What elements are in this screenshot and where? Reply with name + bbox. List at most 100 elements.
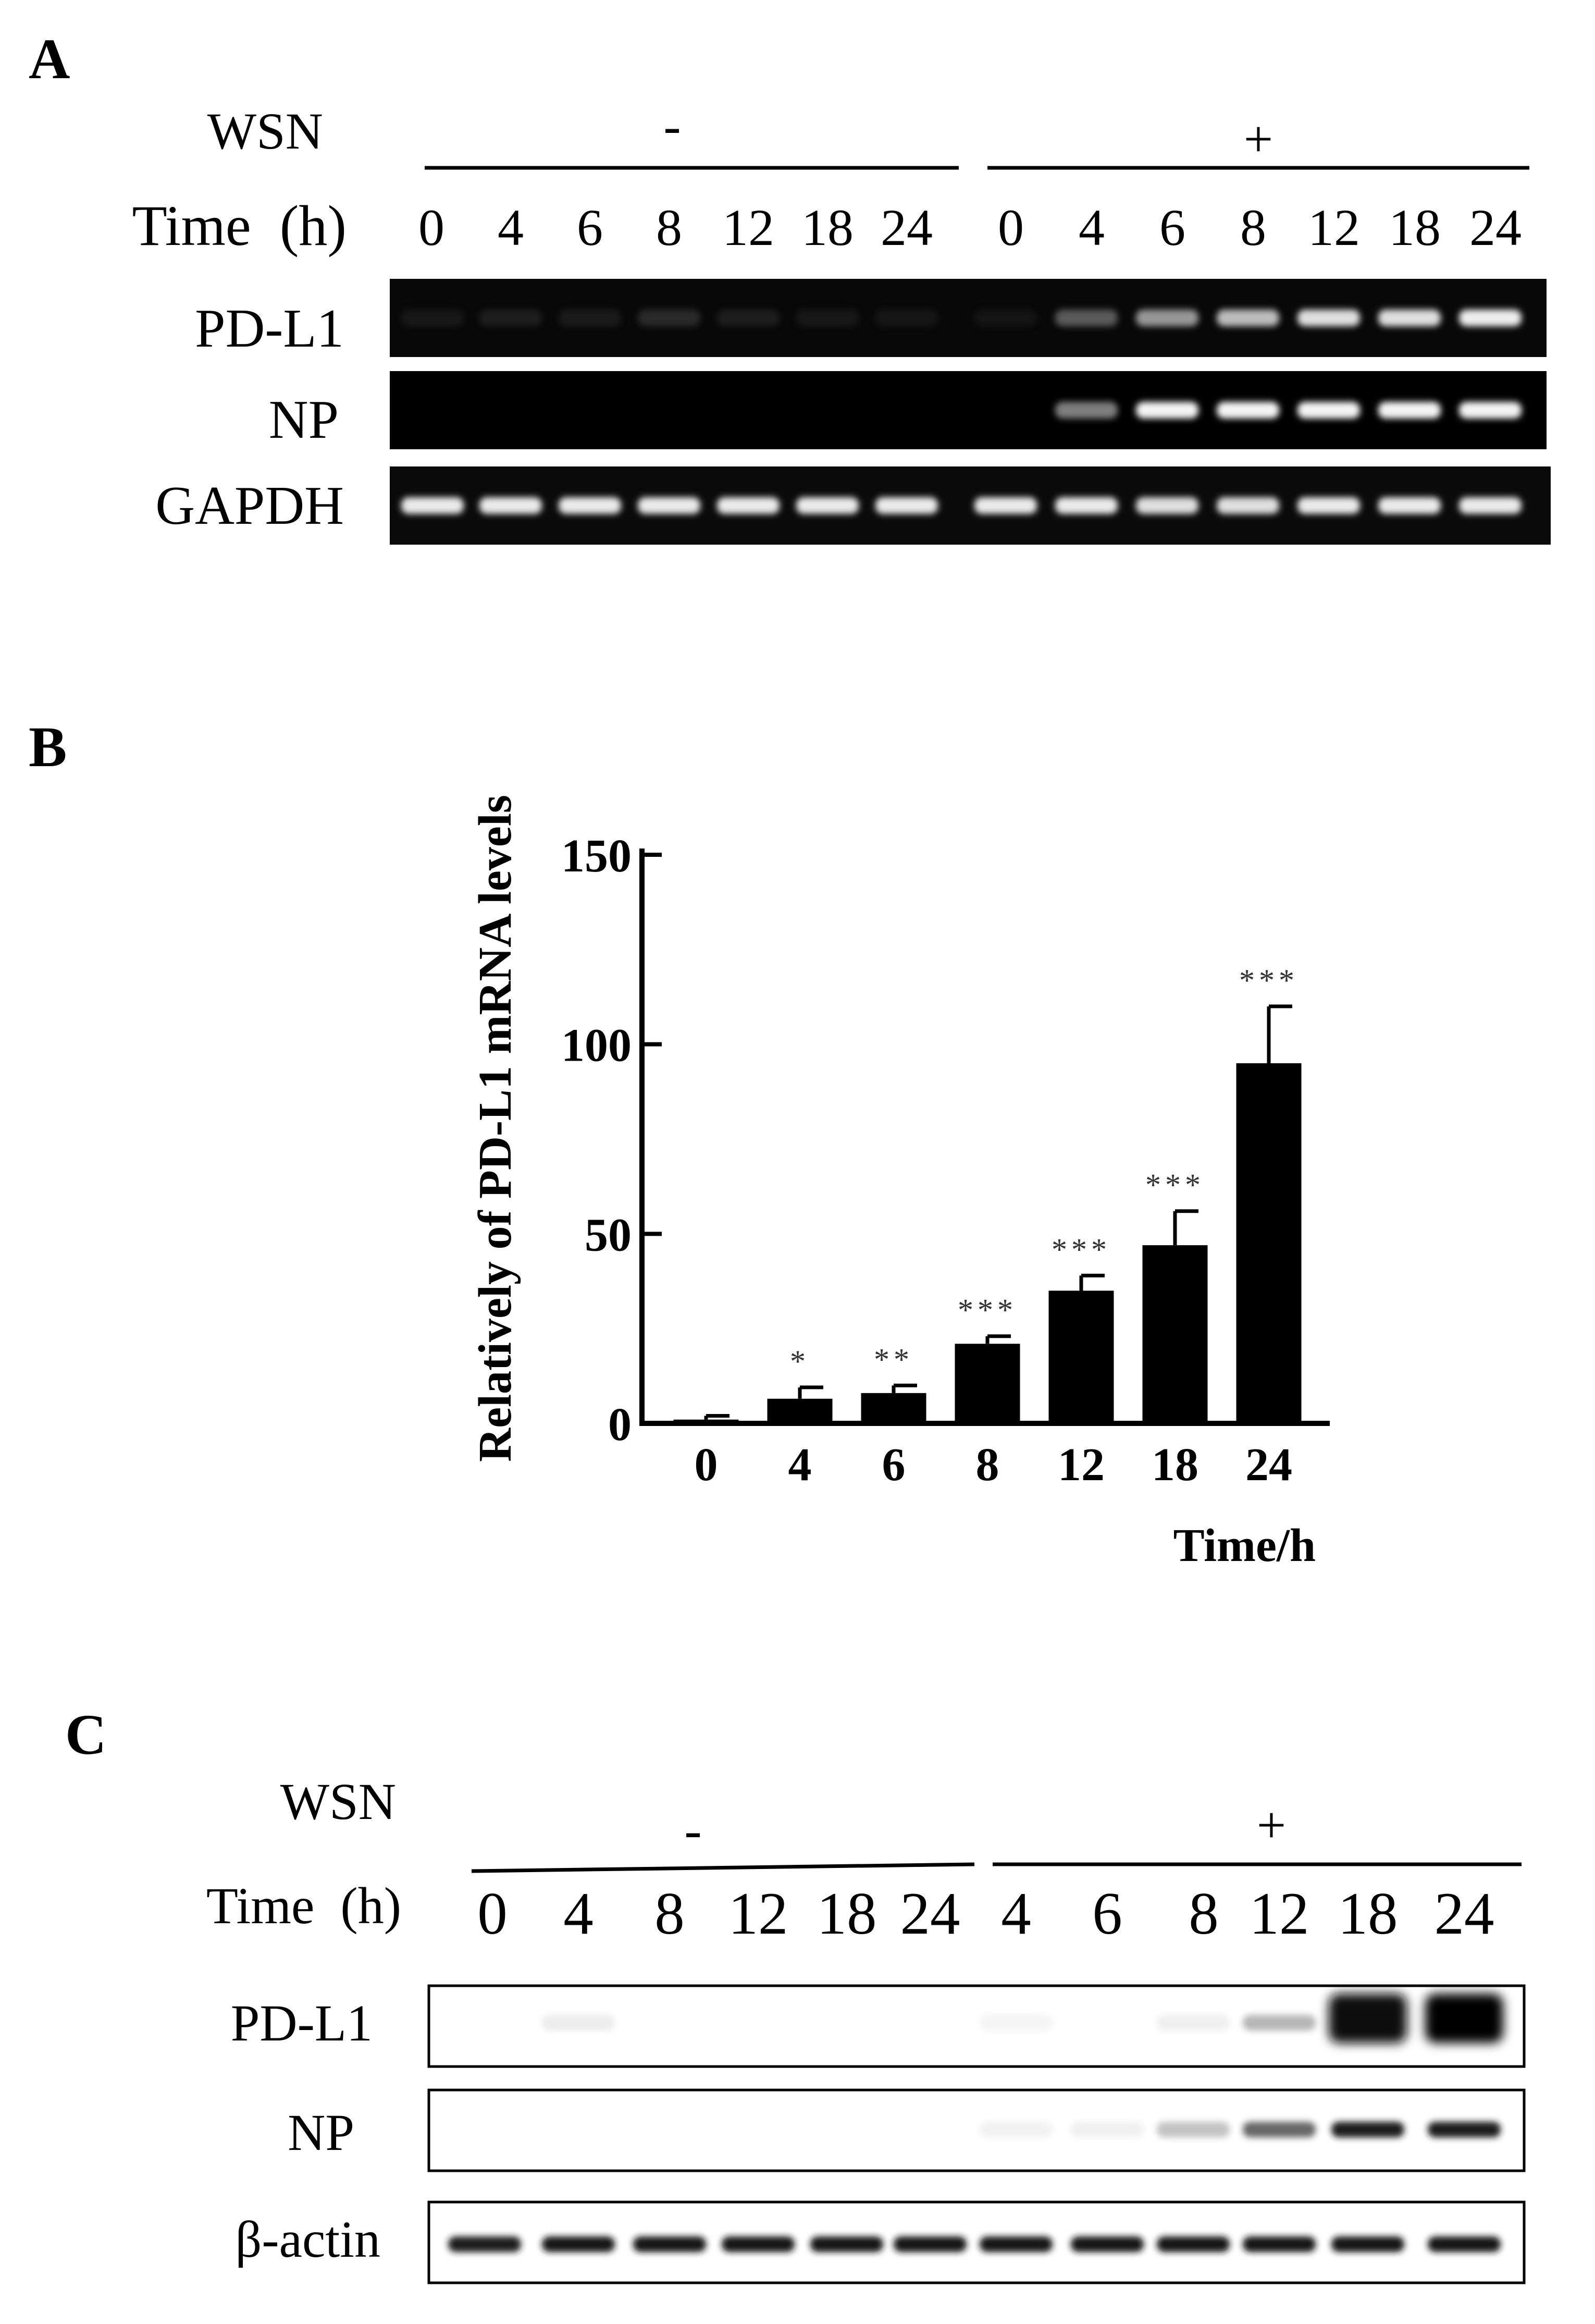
panel-a-time-tick: 6 xyxy=(1159,199,1185,256)
gel-band xyxy=(479,497,542,514)
blot-band xyxy=(1331,2236,1404,2252)
bar xyxy=(1048,1290,1114,1423)
y-tick-label: 100 xyxy=(561,1020,632,1072)
panel-a-time-tick: 18 xyxy=(801,199,854,256)
panel-a-group-plus: + xyxy=(1244,110,1273,168)
blot-band xyxy=(722,2236,795,2252)
panel-a-time-tick: 8 xyxy=(656,199,682,256)
panel-a-time-tick: 24 xyxy=(1469,199,1522,256)
panel-a-letter: A xyxy=(29,27,70,91)
panel-a-time-tick: 12 xyxy=(1308,199,1360,256)
bar xyxy=(1142,1245,1208,1423)
gel-band xyxy=(796,310,859,326)
chart-x-ticks: 0 4 6 8 12 18 24 xyxy=(695,1439,1293,1491)
panel-a-time-tick: 18 xyxy=(1389,199,1441,256)
gel-band xyxy=(717,497,780,514)
gel-band xyxy=(1378,402,1441,419)
gel-band xyxy=(796,497,859,514)
gel-band xyxy=(974,497,1037,514)
gel-band xyxy=(559,497,621,514)
gel-band xyxy=(1055,497,1118,514)
panel-a-time-ticks: 0 4 6 8 12 18 24 0 4 6 8 12 18 24 xyxy=(418,199,1522,256)
panel-c-bands xyxy=(448,1994,1503,2252)
x-tick-label: 0 xyxy=(695,1439,718,1491)
bar xyxy=(767,1398,833,1423)
panel-a-time-tick: 4 xyxy=(1079,199,1105,256)
gel-band xyxy=(559,310,621,326)
panel-a-time-tick: 0 xyxy=(418,199,444,256)
blot-band xyxy=(1243,2122,1316,2137)
panel-c-time-tick: 4 xyxy=(563,1880,594,1947)
gel-band xyxy=(1297,310,1360,326)
panel-c-time-label: Time (h) xyxy=(206,1877,401,1935)
panel-a-time-tick: 4 xyxy=(498,199,524,256)
blot-band xyxy=(1157,2122,1230,2137)
panel-c-time-tick: 18 xyxy=(817,1880,877,1947)
panel-c-time-tick: 24 xyxy=(900,1880,960,1947)
gel-band xyxy=(638,310,700,326)
x-tick-label: 12 xyxy=(1058,1439,1105,1491)
panel-c-group-plus: + xyxy=(1257,1796,1286,1854)
gel-band xyxy=(1136,497,1198,514)
x-tick-label: 8 xyxy=(976,1439,999,1491)
panel-b: B Relatively of PD-L1 mRNA levels 0 50 100… xyxy=(29,715,1330,1571)
chart-x-axis-label: Time/h xyxy=(1173,1520,1316,1571)
chart-bars: * ************** xyxy=(673,963,1302,1423)
blot-band xyxy=(1331,2122,1404,2137)
x-tick-label: 24 xyxy=(1245,1439,1292,1491)
gel-band xyxy=(1217,402,1279,419)
gel-band xyxy=(401,497,464,514)
y-tick-label: 0 xyxy=(608,1399,632,1450)
blot-band xyxy=(1428,2122,1501,2137)
chart-y-axis-label: Relatively of PD-L1 mRNA levels xyxy=(469,795,521,1462)
blot-band xyxy=(980,2122,1053,2137)
significance-label: *** xyxy=(1052,1232,1111,1266)
gel-band xyxy=(1217,497,1279,514)
panel-a-time-label: Time (h) xyxy=(132,194,347,257)
blot-band xyxy=(542,2236,615,2252)
panel-c-letter: C xyxy=(65,1703,106,1766)
gel-band xyxy=(1055,310,1118,326)
blot-band xyxy=(1157,2015,1230,2031)
panel-c-row-label-pd-l1: PD-L1 xyxy=(231,1994,373,2052)
panel-c-time-tick: 6 xyxy=(1092,1880,1122,1947)
bar xyxy=(1236,1063,1302,1423)
panel-c-blot-np xyxy=(427,2088,1526,2172)
panel-c-time-ticks: 0 4 8 12 18 24 4 6 8 12 18 24 xyxy=(477,1880,1494,1947)
gel-band xyxy=(1136,310,1198,326)
panel-c-time-tick: 18 xyxy=(1338,1880,1398,1947)
panel-c-row-label-beta-actin: β-actin xyxy=(235,2210,380,2268)
y-tick-label: 150 xyxy=(561,830,632,882)
panel-c-treatment-label: WSN xyxy=(280,1773,396,1830)
blot-band xyxy=(1428,2236,1501,2252)
panel-a-time-tick: 6 xyxy=(577,199,603,256)
panel-a-row-label-gapdh: GAPDH xyxy=(155,475,344,536)
gel-band xyxy=(638,497,700,514)
gel-band xyxy=(401,310,464,326)
blot-band xyxy=(633,2236,706,2252)
panel-a-bands xyxy=(401,310,1522,514)
panel-c-group-minus: - xyxy=(684,1801,701,1859)
panel-a-group-minus: - xyxy=(663,97,681,155)
panel-a-time-tick: 24 xyxy=(881,199,933,256)
panel-c-time-tick: 12 xyxy=(728,1880,788,1947)
gel-band xyxy=(479,310,542,326)
x-tick-label: 18 xyxy=(1152,1439,1198,1491)
gel-band xyxy=(1297,402,1360,419)
blot-band xyxy=(1157,2236,1230,2252)
panel-c-row-label-np: NP xyxy=(288,2104,354,2161)
y-tick-label: 50 xyxy=(585,1209,632,1261)
gel-band xyxy=(1136,402,1198,419)
panel-c-time-tick: 24 xyxy=(1435,1880,1494,1947)
bar xyxy=(955,1344,1020,1423)
panel-c-minus-bracket xyxy=(471,1862,975,1873)
gel-band xyxy=(875,310,938,326)
bar xyxy=(673,1419,739,1423)
panel-a-treatment-label: WSN xyxy=(207,102,323,160)
blot-band xyxy=(1329,1994,1407,2043)
blot-band xyxy=(894,2236,967,2252)
panel-c-time-tick: 0 xyxy=(477,1880,508,1947)
blot-band xyxy=(1243,2236,1316,2252)
panel-a-row-label-pd-l1: PD-L1 xyxy=(195,298,344,359)
